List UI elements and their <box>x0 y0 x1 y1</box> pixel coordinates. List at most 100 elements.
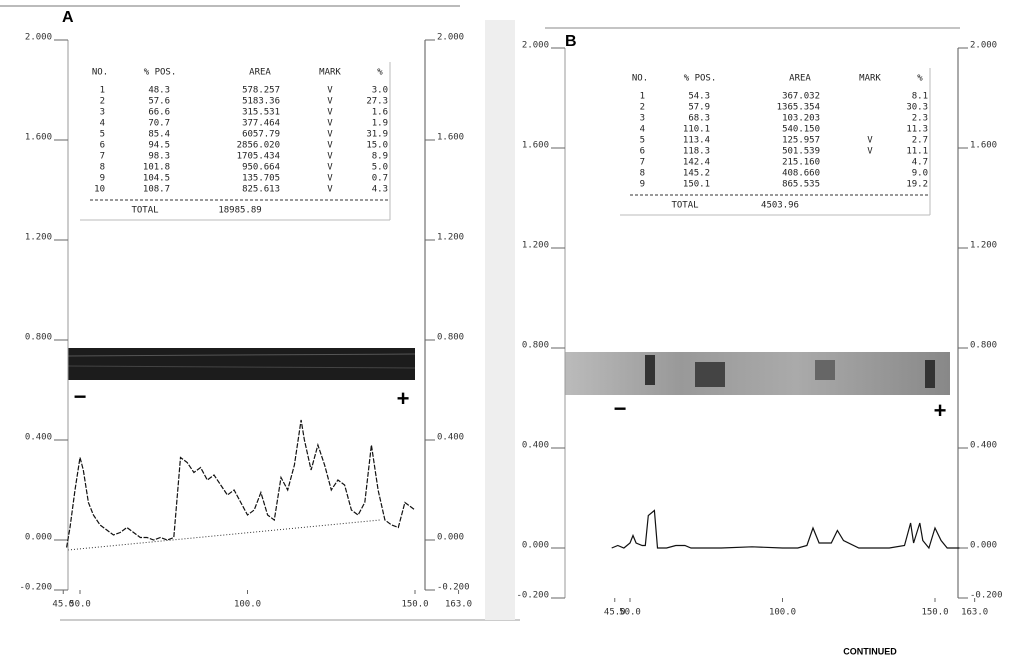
table-cell: 540.150 <box>782 125 820 135</box>
table-cell: V <box>327 97 333 107</box>
table-cell: 9 <box>640 180 645 190</box>
table-cell: 578.257 <box>242 86 280 96</box>
y-tick-label: 0.400 <box>25 433 52 443</box>
table-cell: V <box>327 185 333 195</box>
table-cell: 825.613 <box>242 185 280 195</box>
x-tick-label: 100.0 <box>769 608 796 618</box>
table-header: AREA <box>249 68 271 78</box>
table-cell: 1.6 <box>372 108 388 118</box>
table-cell: 27.3 <box>366 97 388 107</box>
x-tick-label: 150.0 <box>921 608 948 618</box>
table-cell: 145.2 <box>683 169 710 179</box>
table-cell: 215.160 <box>782 158 820 168</box>
y-tick-label: 1.600 <box>522 141 549 151</box>
table-cell: 125.957 <box>782 136 820 146</box>
table-cell: 408.660 <box>782 169 820 179</box>
table-header: MARK <box>859 74 881 84</box>
gel-spot <box>925 360 935 388</box>
y-tick-label: 1.200 <box>25 233 52 243</box>
table-total: 18985.89 <box>218 206 261 216</box>
y-tick-label: 0.400 <box>522 441 549 451</box>
table-cell: 8 <box>100 163 105 173</box>
table-cell: 1 <box>640 92 645 102</box>
baseline <box>67 519 381 551</box>
x-tick-label: 100.0 <box>234 600 261 610</box>
table-cell: 377.464 <box>242 119 280 129</box>
table-cell: V <box>327 108 333 118</box>
table-cell: 367.032 <box>782 92 820 102</box>
trace <box>66 419 416 548</box>
table-cell: 1365.354 <box>777 103 820 113</box>
panel-label: A <box>62 9 74 26</box>
table-cell: 11.3 <box>906 125 928 135</box>
table-cell: 2.7 <box>912 136 928 146</box>
table-cell: 865.535 <box>782 180 820 190</box>
table-cell: V <box>327 152 333 162</box>
x-tick-label: 163.0 <box>445 600 472 610</box>
plus-label: + <box>934 398 947 423</box>
table-header: AREA <box>789 74 811 84</box>
table-cell: V <box>867 136 873 146</box>
table-cell: V <box>327 130 333 140</box>
table-cell: 54.3 <box>688 92 710 102</box>
table-cell: V <box>327 119 333 129</box>
table-cell: 6057.79 <box>242 130 280 140</box>
table-cell: 4 <box>100 119 105 129</box>
table-cell: 85.4 <box>148 130 170 140</box>
y-tick-label: 2.000 <box>25 33 52 43</box>
table-cell: 30.3 <box>906 103 928 113</box>
table-cell: 101.8 <box>143 163 170 173</box>
minus-label: − <box>614 396 627 421</box>
table-cell: 8.1 <box>912 92 928 102</box>
table-cell: 501.539 <box>782 147 820 157</box>
minus-label: − <box>74 384 87 409</box>
table-cell: 57.6 <box>148 97 170 107</box>
table-cell: 5 <box>100 130 105 140</box>
table-cell: 5 <box>640 136 645 146</box>
table-cell: 19.2 <box>906 180 928 190</box>
table-cell: 4.7 <box>912 158 928 168</box>
table-cell: 2.3 <box>912 114 928 124</box>
table-cell: V <box>327 174 333 184</box>
y-tick-label: 0.800 <box>437 333 464 343</box>
gel-band <box>68 348 415 380</box>
y-tick-label: 1.600 <box>25 133 52 143</box>
table-cell: 57.9 <box>688 103 710 113</box>
x-tick-label: 45.0 <box>604 608 626 618</box>
table-header: NO. <box>632 74 648 84</box>
table-cell: 5183.36 <box>242 97 280 107</box>
table-cell: 3 <box>640 114 645 124</box>
table-cell: 108.7 <box>143 185 170 195</box>
y-tick-label: -0.200 <box>970 591 1003 601</box>
table-cell: 1705.434 <box>237 152 280 162</box>
scan-shadow <box>485 20 515 620</box>
panel-label: B <box>565 33 577 50</box>
y-tick-label: 0.800 <box>25 333 52 343</box>
x-tick-label: 50.0 <box>69 600 91 610</box>
y-tick-label: 1.200 <box>970 241 997 251</box>
table-cell: 3.0 <box>372 86 388 96</box>
y-tick-label: -0.200 <box>19 583 52 593</box>
table-cell: V <box>327 86 333 96</box>
y-tick-label: 0.800 <box>970 341 997 351</box>
y-tick-label: -0.200 <box>516 591 549 601</box>
y-tick-label: 1.200 <box>522 241 549 251</box>
table-cell: 8.9 <box>372 152 388 162</box>
table-cell: 6 <box>100 141 105 151</box>
table-cell: 150.1 <box>683 180 710 190</box>
table-cell: 2856.020 <box>237 141 280 151</box>
y-tick-label: 0.400 <box>437 433 464 443</box>
table-header: % POS. <box>684 74 717 84</box>
gel-texture <box>67 365 416 369</box>
table-cell: 4 <box>640 125 645 135</box>
y-tick-label: 0.000 <box>970 541 997 551</box>
table-cell: 8 <box>640 169 645 179</box>
table-cell: 118.3 <box>683 147 710 157</box>
table-cell: 315.531 <box>242 108 280 118</box>
table-cell: 142.4 <box>683 158 710 168</box>
y-tick-label: 0.400 <box>970 441 997 451</box>
gel-texture <box>67 353 416 357</box>
footer: CONTINUED <box>843 646 897 656</box>
y-tick-label: 0.000 <box>437 533 464 543</box>
x-tick-label: 50.0 <box>619 608 641 618</box>
